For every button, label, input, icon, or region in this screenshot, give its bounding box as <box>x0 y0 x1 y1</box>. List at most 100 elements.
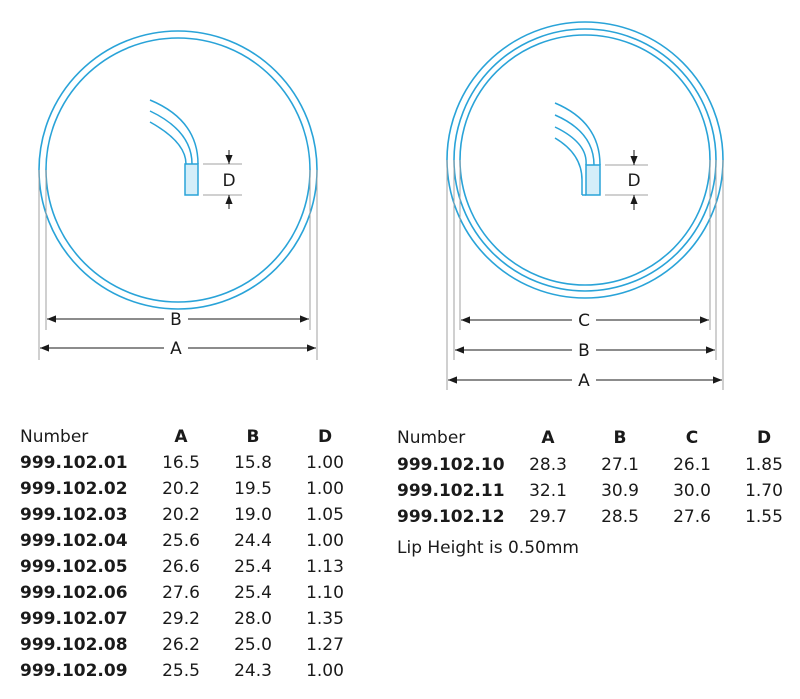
left-cross-section <box>149 99 199 196</box>
value-d: 1.13 <box>306 557 344 577</box>
value-b: 19.5 <box>234 479 272 499</box>
right-ring-middle-circle <box>453 28 717 292</box>
value-b: 30.9 <box>601 481 639 501</box>
lip-height-note: Lip Height is 0.50mm <box>397 538 579 558</box>
value-b: 25.4 <box>234 557 272 577</box>
right-c-dimension: C <box>461 311 709 331</box>
table-row: 999.102.08 26.2 25.0 1.27 <box>20 632 361 658</box>
value-a: 26.6 <box>162 557 200 577</box>
value-d: 1.00 <box>306 479 344 499</box>
table-row: 999.102.04 25.6 24.4 1.00 <box>20 528 361 554</box>
header-d: D <box>756 428 772 448</box>
value-c: 30.0 <box>673 481 711 501</box>
value-d: 1.05 <box>306 505 344 525</box>
right-a-dimension: A <box>448 371 722 391</box>
value-b: 24.4 <box>234 531 272 551</box>
left-b-dimension: B <box>47 310 309 330</box>
header-number: Number <box>20 427 89 447</box>
table-row: 999.102.07 29.2 28.0 1.35 <box>20 606 361 632</box>
table-row: 999.102.01 16.5 15.8 1.00 <box>20 450 361 476</box>
value-b: 19.0 <box>234 505 272 525</box>
value-a: 20.2 <box>162 479 200 499</box>
left-d-label: D <box>222 171 235 191</box>
value-a: 32.1 <box>529 481 567 501</box>
table-row: 999.102.11 32.1 30.9 30.0 1.70 <box>397 478 800 504</box>
value-c: 27.6 <box>673 507 711 527</box>
part-number: 999.102.02 <box>20 479 128 499</box>
table-row: 999.102.02 20.2 19.5 1.00 <box>20 476 361 502</box>
value-a: 27.6 <box>162 583 200 603</box>
right-a-label: A <box>578 371 590 391</box>
value-a: 25.6 <box>162 531 200 551</box>
value-b: 25.4 <box>234 583 272 603</box>
left-a-dimension: A <box>40 339 316 359</box>
right-ring-diagram: D C B A <box>446 21 724 391</box>
table-row: 999.102.05 26.6 25.4 1.13 <box>20 554 361 580</box>
part-number: 999.102.01 <box>20 453 128 473</box>
part-number: 999.102.03 <box>20 505 128 525</box>
value-a: 29.7 <box>529 507 567 527</box>
header-number: Number <box>397 428 466 448</box>
part-number: 999.102.09 <box>20 661 128 681</box>
left-extension-lines <box>38 170 318 360</box>
right-cross-section <box>554 102 601 196</box>
value-a: 20.2 <box>162 505 200 525</box>
right-c-label: C <box>578 311 590 331</box>
value-a: 29.2 <box>162 609 200 629</box>
value-b: 24.3 <box>234 661 272 681</box>
left-ring-outer-circle <box>38 30 318 310</box>
table-row: 999.102.06 27.6 25.4 1.10 <box>20 580 361 606</box>
right-extension-lines <box>446 160 724 390</box>
value-b: 27.1 <box>601 455 639 475</box>
value-b: 15.8 <box>234 453 272 473</box>
value-a: 25.5 <box>162 661 200 681</box>
right-ring-outer-circle <box>446 21 724 299</box>
right-b-label: B <box>578 341 590 361</box>
left-ring-diagram: D B A <box>38 30 318 360</box>
value-d: 1.00 <box>306 453 344 473</box>
left-spec-table: Number A B D 999.102.01 16.5 15.8 1.00 9… <box>20 424 361 684</box>
table-row: 999.102.03 20.2 19.0 1.05 <box>20 502 361 528</box>
right-ring-inner-circle <box>459 34 711 286</box>
header-a: A <box>541 428 555 448</box>
value-b: 28.5 <box>601 507 639 527</box>
left-d-dimension: D <box>203 150 242 209</box>
table-row: 999.102.10 28.3 27.1 26.1 1.85 <box>397 452 800 478</box>
value-d: 1.55 <box>745 507 783 527</box>
header-d: D <box>317 427 333 447</box>
table-row: 999.102.09 25.5 24.3 1.00 <box>20 658 361 684</box>
table-header-row: Number A B D <box>20 424 361 450</box>
value-d: 1.10 <box>306 583 344 603</box>
value-c: 26.1 <box>673 455 711 475</box>
left-a-label: A <box>170 339 182 359</box>
table-row: 999.102.12 29.7 28.5 27.6 1.55 <box>397 504 800 530</box>
value-a: 28.3 <box>529 455 567 475</box>
header-b: B <box>246 427 260 447</box>
value-d: 1.27 <box>306 635 344 655</box>
header-b: B <box>613 428 627 448</box>
part-number: 999.102.06 <box>20 583 128 603</box>
value-b: 25.0 <box>234 635 272 655</box>
value-d: 1.70 <box>745 481 783 501</box>
value-d: 1.00 <box>306 661 344 681</box>
left-b-label: B <box>170 310 182 330</box>
value-d: 1.35 <box>306 609 344 629</box>
part-number: 999.102.11 <box>397 481 505 501</box>
right-d-dimension: D <box>605 150 648 210</box>
part-number: 999.102.07 <box>20 609 128 629</box>
value-b: 28.0 <box>234 609 272 629</box>
ring-diagrams: D B A <box>38 21 724 391</box>
value-d: 1.85 <box>745 455 783 475</box>
part-number: 999.102.05 <box>20 557 128 577</box>
value-a: 16.5 <box>162 453 200 473</box>
part-number: 999.102.10 <box>397 455 505 475</box>
left-ring-inner-circle <box>45 37 311 303</box>
header-a: A <box>174 427 188 447</box>
right-d-label: D <box>627 171 640 191</box>
part-number: 999.102.04 <box>20 531 128 551</box>
part-number: 999.102.12 <box>397 507 505 527</box>
part-number: 999.102.08 <box>20 635 128 655</box>
value-a: 26.2 <box>162 635 200 655</box>
value-d: 1.00 <box>306 531 344 551</box>
header-c: C <box>685 428 699 448</box>
